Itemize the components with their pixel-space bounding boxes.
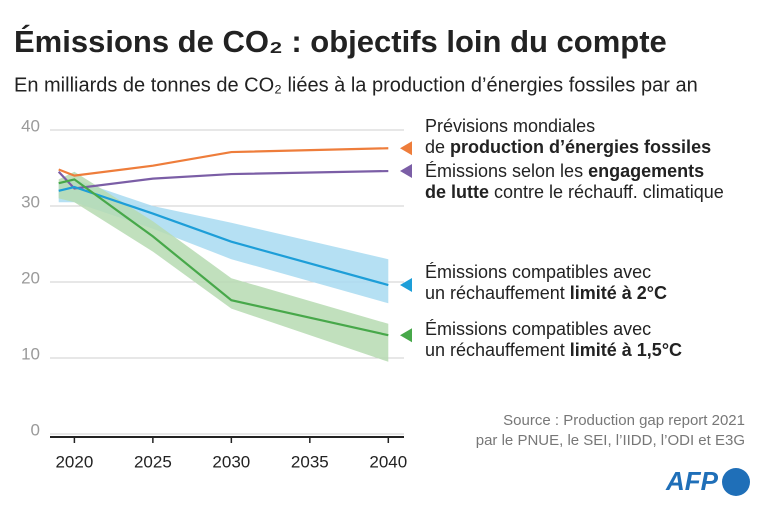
legend-text: limité à 1,5°C [570, 340, 682, 360]
legend-marker [400, 328, 412, 343]
legend-text: un réchauffement [425, 340, 570, 360]
legend-label: Émissions selon les engagements [425, 161, 704, 181]
chart-subtitle: En milliards de tonnes de CO₂ liées à la… [14, 74, 698, 96]
legend-label: Émissions compatibles avec [425, 319, 651, 339]
legend-text: production d’énergies fossiles [450, 137, 711, 157]
legend-marker [400, 164, 412, 179]
band [58, 171, 389, 362]
legend-text: limité à 2°C [570, 283, 667, 303]
legend-label: un réchauffement limité à 1,5°C [425, 340, 682, 360]
x-tick-label: 2025 [134, 452, 172, 471]
y-tick-label: 10 [21, 344, 40, 363]
legend-text: Émissions compatibles avec [425, 319, 651, 339]
legend-marker [400, 278, 412, 293]
x-tick-label: 2035 [291, 452, 329, 471]
legend-text: un réchauffement [425, 283, 570, 303]
logo-dot [722, 468, 750, 496]
line [58, 178, 389, 337]
legend-text: de lutte [425, 182, 489, 202]
legend-text: engagements [588, 161, 704, 181]
legend-text: de [425, 137, 450, 157]
y-tick-label: 30 [21, 192, 40, 211]
legend-label: de production d’énergies fossiles [425, 137, 711, 157]
x-tick-label: 2030 [212, 452, 250, 471]
legend-text: Émissions compatibles avec [425, 262, 651, 282]
y-tick-label: 40 [21, 116, 40, 135]
chart-title: Émissions de CO₂ : objectifs loin du com… [14, 24, 667, 59]
legend-label: Émissions compatibles avec [425, 262, 651, 282]
y-tick-label: 0 [31, 420, 40, 439]
legend-label: Prévisions mondiales [425, 116, 595, 136]
line [58, 147, 389, 177]
source: Source : Production gap report 2021 [503, 412, 745, 429]
source: par le PNUE, le SEI, l’IIDD, l’ODI et E3… [476, 432, 745, 449]
line [57, 169, 389, 190]
y-tick-label: 20 [21, 268, 40, 287]
legend-text: Émissions selon les [425, 161, 588, 181]
x-tick-label: 2040 [369, 452, 407, 471]
logo: AFP [665, 466, 719, 496]
line [58, 185, 389, 287]
x-tick-label: 2020 [55, 452, 93, 471]
legend-text: Prévisions mondiales [425, 116, 595, 136]
legend-text: contre le réchauff. climatique [489, 182, 724, 202]
legend-label: de lutte contre le réchauff. climatique [425, 182, 724, 202]
legend-marker [400, 141, 412, 156]
legend-label: un réchauffement limité à 2°C [425, 283, 667, 303]
